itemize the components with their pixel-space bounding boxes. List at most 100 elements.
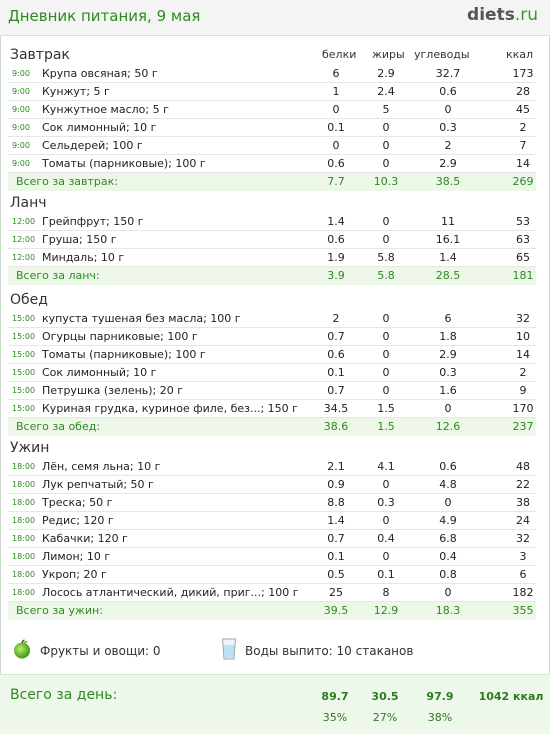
food-f-value: 0 (382, 139, 390, 152)
food-row[interactable]: 18:00 Лимон; 10 г 0.1 0 0.4 3 (8, 548, 536, 566)
food-row[interactable]: 18:00 Лосось атлантический, дикий, приг..… (8, 584, 536, 602)
food-f-value: 0 (382, 366, 390, 379)
food-c-value: 16.1 (435, 233, 461, 246)
food-c-value: 0 (444, 496, 452, 509)
total-p-value: 7.7 (327, 175, 345, 188)
food-row[interactable]: 15:00 Петрушка (зелень); 20 г 0.7 0 1.6 9 (8, 382, 536, 400)
section-title: Ужин (10, 440, 50, 456)
food-f-value: 0 (382, 330, 390, 343)
food-name: Куриная грудка, куриное филе, без...; 15… (42, 402, 298, 415)
food-time: 18:00 (12, 462, 36, 471)
day-protein-pct: 35% (322, 711, 348, 724)
food-row[interactable]: 18:00 Кабачки; 120 г 0.7 0.4 6.8 32 (8, 530, 536, 548)
food-f-value: 0 (382, 312, 390, 325)
food-row[interactable]: 9:00 Крупа овсяная; 50 г 6 2.9 32.7 173 (8, 65, 536, 83)
food-k-value: 22 (516, 478, 530, 491)
food-k-value: 53 (516, 215, 530, 228)
food-row[interactable]: 18:00 Лён, семя льна; 10 г 2.1 4.1 0.6 48 (8, 458, 536, 476)
section-title: Завтрак (10, 47, 70, 63)
food-k-value: 10 (516, 330, 530, 343)
food-c-value: 0 (444, 586, 452, 599)
apple-icon (14, 639, 30, 659)
food-p-value: 0 (332, 139, 340, 152)
food-time: 15:00 (12, 368, 36, 377)
food-name: Лимон; 10 г (42, 550, 111, 563)
food-f-value: 0 (382, 157, 390, 170)
food-time: 15:00 (12, 386, 36, 395)
day-carbs-pct: 38% (427, 711, 453, 724)
food-row[interactable]: 9:00 Кунжутное масло; 5 г 0 5 0 45 (8, 101, 536, 119)
food-k-value: 32 (516, 312, 530, 325)
food-row[interactable]: 9:00 Кунжут; 5 г 1 2.4 0.6 28 (8, 83, 536, 101)
food-p-value: 1.4 (327, 514, 345, 527)
col-protein: белки (322, 48, 357, 61)
food-row[interactable]: 18:00 Лук репчатый; 50 г 0.9 0 4.8 22 (8, 476, 536, 494)
food-p-value: 0.6 (327, 157, 345, 170)
food-p-value: 0 (332, 103, 340, 116)
day-total-label: Всего за день: (10, 687, 118, 703)
food-row[interactable]: 9:00 Сельдерей; 100 г 0 0 2 7 (8, 137, 536, 155)
food-row[interactable]: 15:00 Томаты (парниковые); 100 г 0.6 0 2.9 14 (8, 346, 536, 364)
total-f-value: 12.9 (373, 604, 399, 617)
food-row[interactable]: 12:00 Грейпфрут; 150 г 1.4 0 11 53 (8, 213, 536, 231)
food-c-value: 0.6 (439, 460, 457, 473)
food-name: Укроп; 20 г (42, 568, 107, 581)
food-name: Кунжут; 5 г (42, 85, 110, 98)
food-k-value: 65 (516, 251, 530, 264)
food-row[interactable]: 9:00 Сок лимонный; 10 г 0.1 0 0.3 2 (8, 119, 536, 137)
total-f-value: 1.5 (377, 420, 395, 433)
food-row[interactable]: 12:00 Миндаль; 10 г 1.9 5.8 1.4 65 (8, 249, 536, 267)
food-p-value: 8.8 (327, 496, 345, 509)
food-row[interactable]: 18:00 Укроп; 20 г 0.5 0.1 0.8 6 (8, 566, 536, 584)
food-name: Томаты (парниковые); 100 г (42, 348, 206, 361)
glass-icon (221, 638, 237, 660)
food-name: Огурцы парниковые; 100 г (42, 330, 198, 343)
section-total-label: Всего за обед: (16, 420, 101, 433)
food-row[interactable]: 15:00 купуста тушеная без масла; 100 г 2 0 6… (8, 310, 536, 328)
food-k-value: 32 (516, 532, 530, 545)
food-name: Треска; 50 г (42, 496, 113, 509)
food-row[interactable]: 9:00 Томаты (парниковые); 100 г 0.6 0 2.9 14 (8, 155, 536, 173)
food-p-value: 2 (332, 312, 340, 325)
food-name: Сок лимонный; 10 г (42, 121, 157, 134)
food-f-value: 1.5 (377, 402, 395, 415)
food-c-value: 0.8 (439, 568, 457, 581)
food-row[interactable]: 15:00 Сок лимонный; 10 г 0.1 0 0.3 2 (8, 364, 536, 382)
food-time: 18:00 (12, 516, 36, 525)
food-time: 15:00 (12, 332, 36, 341)
food-k-value: 38 (516, 496, 530, 509)
food-c-value: 4.9 (439, 514, 457, 527)
section-title: Ланч (10, 195, 47, 211)
food-row[interactable]: 12:00 Груша; 150 г 0.6 0 16.1 63 (8, 231, 536, 249)
col-carbs: углеводы (414, 48, 470, 61)
food-p-value: 0.7 (327, 330, 345, 343)
food-p-value: 0.7 (327, 384, 345, 397)
day-protein: 89.7 (321, 690, 349, 703)
food-time: 12:00 (12, 235, 36, 244)
food-k-value: 3 (519, 550, 527, 563)
total-f-value: 5.8 (377, 269, 395, 282)
food-c-value: 32.7 (435, 67, 461, 80)
food-time: 9:00 (12, 69, 30, 78)
food-f-value: 5 (382, 103, 390, 116)
food-time: 18:00 (12, 534, 36, 543)
food-name: Кабачки; 120 г (42, 532, 128, 545)
food-name: Сельдерей; 100 г (42, 139, 143, 152)
food-f-value: 0 (382, 121, 390, 134)
food-k-value: 9 (519, 384, 527, 397)
total-p-value: 39.5 (323, 604, 349, 617)
day-kcal: 1042 ккал (478, 690, 544, 703)
site-logo[interactable]: diets.ru (467, 5, 538, 25)
food-row[interactable]: 15:00 Куриная грудка, куриное филе, без..… (8, 400, 536, 418)
food-c-value: 2 (444, 139, 452, 152)
food-p-value: 6 (332, 67, 340, 80)
food-row[interactable]: 18:00 Треска; 50 г 8.8 0.3 0 38 (8, 494, 536, 512)
food-c-value: 1.8 (439, 330, 457, 343)
food-row[interactable]: 15:00 Огурцы парниковые; 100 г 0.7 0 1.8 10 (8, 328, 536, 346)
total-k-value: 355 (512, 604, 534, 617)
food-c-value: 0 (444, 103, 452, 116)
food-row[interactable]: 18:00 Редис; 120 г 1.4 0 4.9 24 (8, 512, 536, 530)
food-k-value: 14 (516, 157, 530, 170)
food-c-value: 1.4 (439, 251, 457, 264)
food-k-value: 14 (516, 348, 530, 361)
